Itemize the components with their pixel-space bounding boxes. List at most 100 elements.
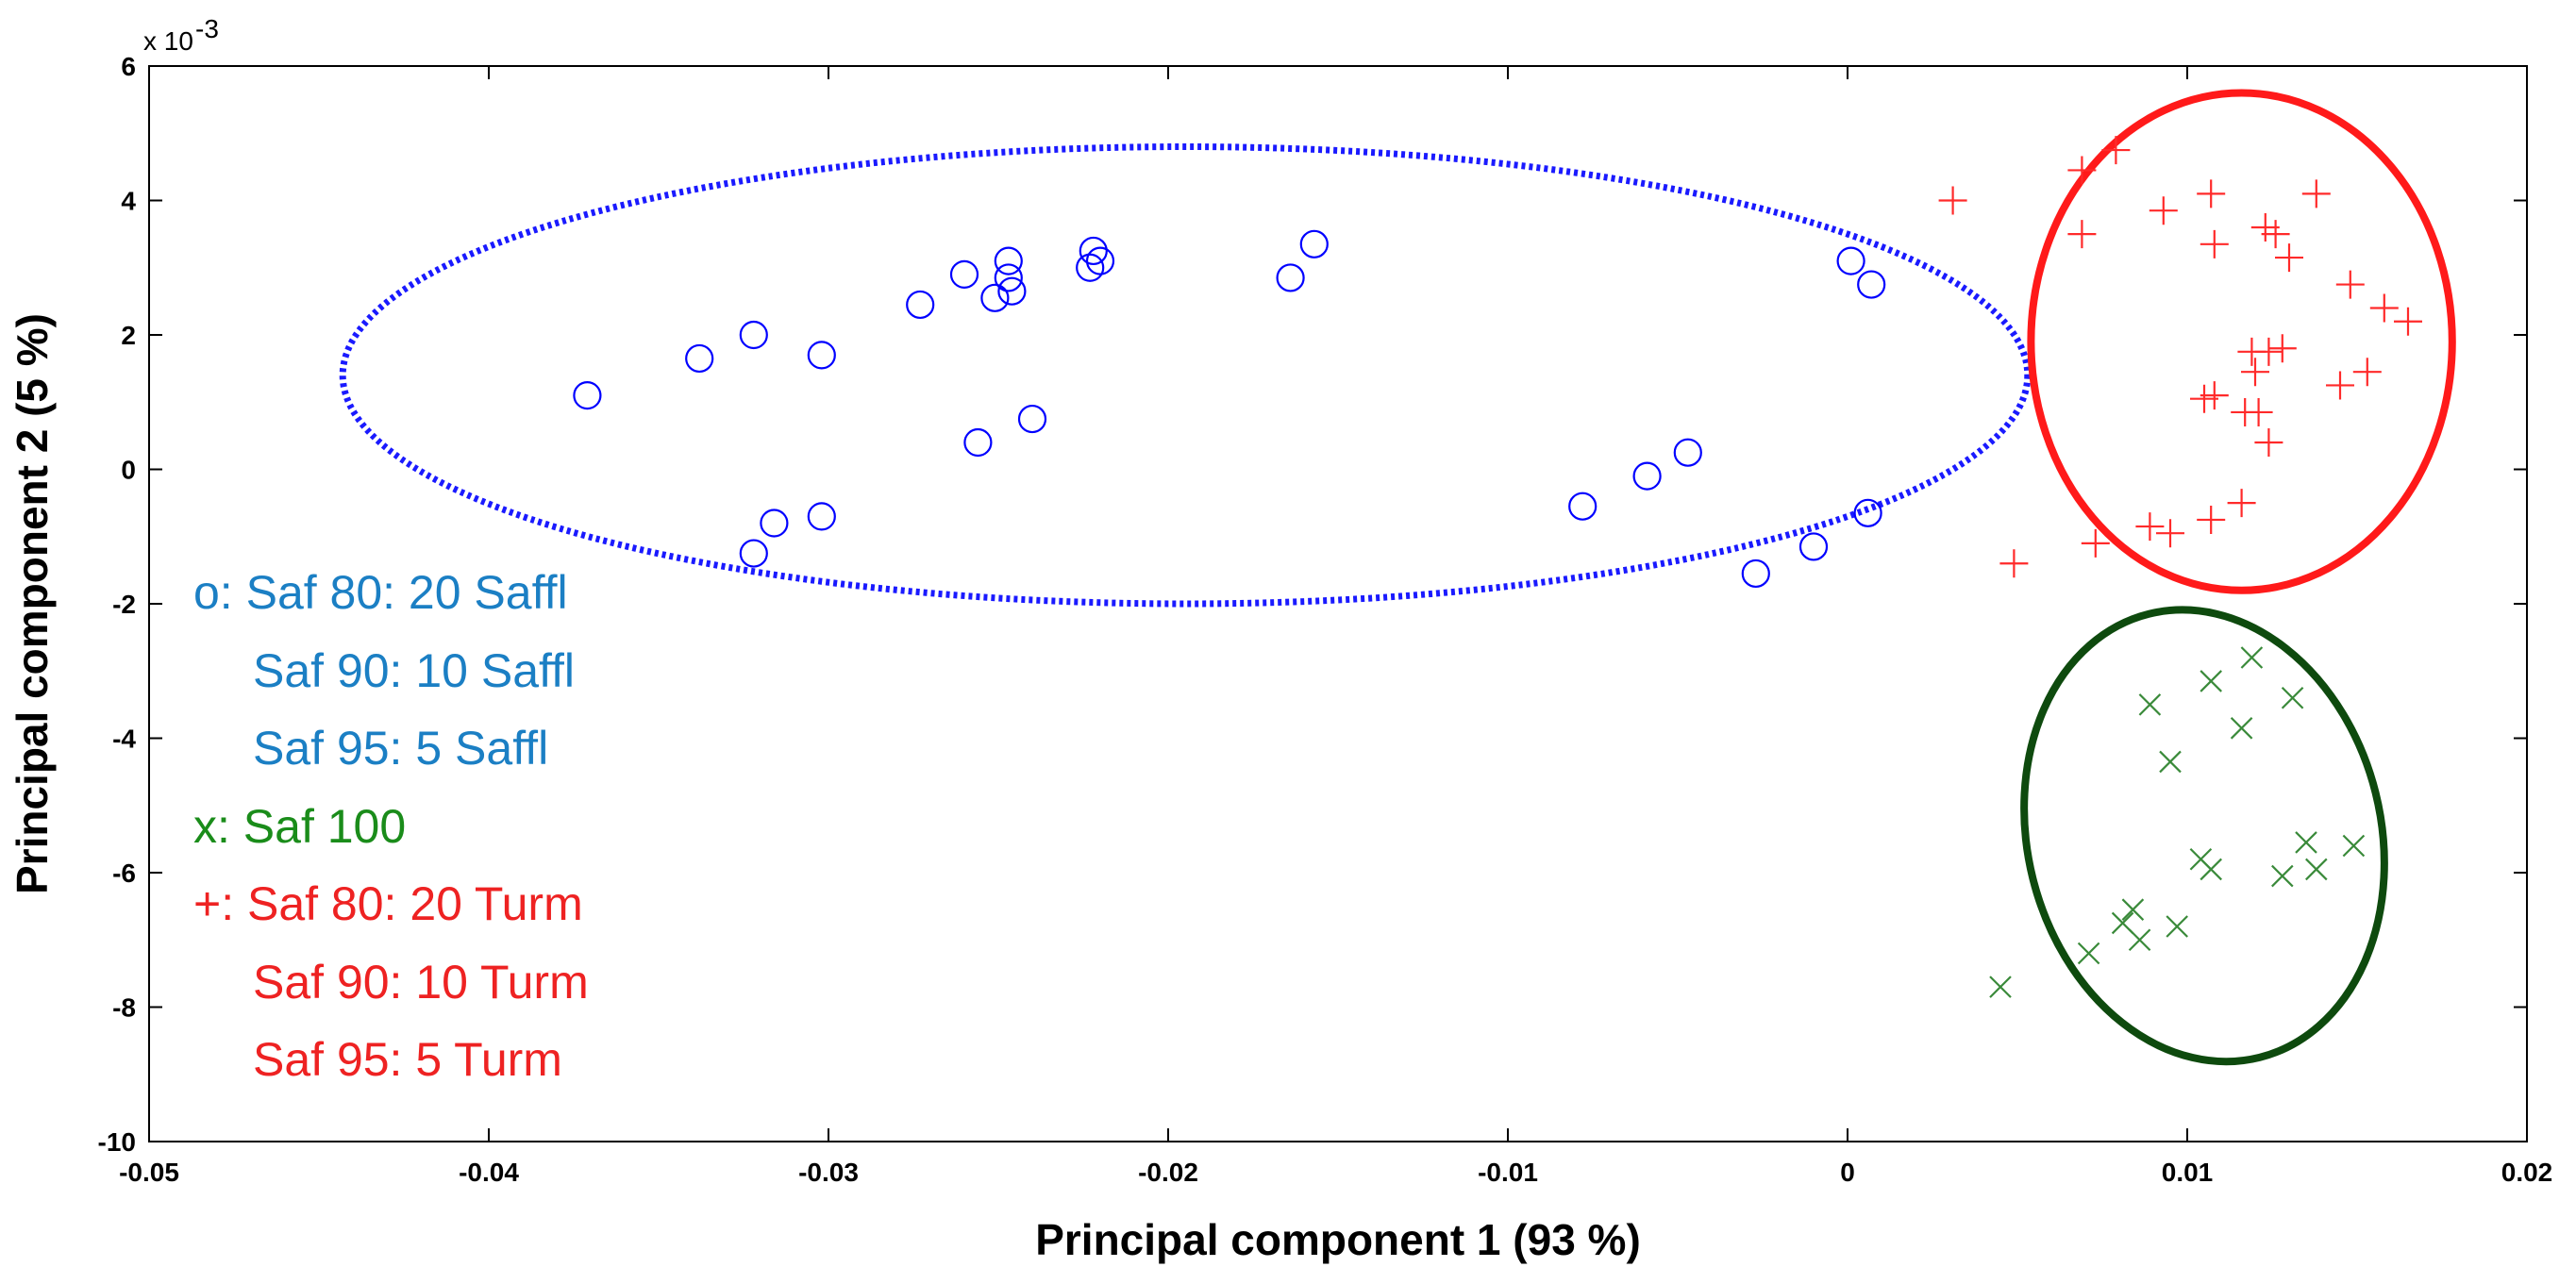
legend-line-2: Saf 90: 10 Saffl: [253, 644, 575, 697]
x-tick-label: 0.01: [2162, 1158, 2214, 1187]
data-point-plus: [2200, 381, 2229, 410]
cluster-ellipse-1: [339, 143, 2032, 608]
data-point-circle: [1857, 270, 1886, 299]
y-tick-label: -4: [112, 725, 136, 754]
legend-line-3: Saf 95: 5 Saffl: [253, 722, 548, 775]
x-tick-label: -0.03: [798, 1158, 859, 1187]
data-point-circle: [807, 341, 836, 370]
data-point-circle: [949, 259, 979, 289]
cluster-ellipse-3: [2020, 606, 2388, 1066]
y-tick-label: 4: [121, 187, 136, 216]
data-point-circle: [1568, 492, 1597, 521]
data-point-plus: [2267, 334, 2297, 363]
data-point-circle: [1673, 438, 1702, 467]
data-point-circle: [760, 509, 789, 538]
x-tick-label: -0.01: [1478, 1158, 1538, 1187]
data-point-plus: [2261, 220, 2290, 249]
data-point-plus: [2241, 358, 2269, 387]
data-point-plus: [1938, 186, 1967, 215]
data-point-cross: [2281, 686, 2304, 709]
data-point-circle: [906, 290, 935, 320]
y-tick-label: -10: [98, 1127, 136, 1157]
data-point-circle: [1017, 404, 1047, 434]
cluster-ellipse-2: [2027, 89, 2456, 594]
plot-frame: [148, 65, 2528, 1142]
data-point-plus: [2254, 337, 2283, 366]
legend: o: Saf 80: 20 Saffl Saf 90: 10 Saffl Saf…: [193, 566, 589, 1086]
y-scale-label: x 10: [143, 26, 193, 56]
data-point-plus: [2244, 397, 2273, 426]
data-point-plus: [2101, 136, 2131, 165]
data-point-cross: [1989, 976, 2012, 998]
x-axis-label: Principal component 1 (93 %): [1035, 1215, 1641, 1264]
x-tick-label: -0.04: [459, 1158, 519, 1187]
data-point-cross: [2159, 750, 2182, 774]
legend-line-7: Saf 95: 5 Turm: [253, 1033, 562, 1086]
data-point-plus: [2369, 293, 2399, 323]
data-point-cross: [2295, 831, 2317, 854]
data-point-cross: [2200, 858, 2222, 881]
y-tick-label: 6: [121, 52, 136, 81]
data-point-plus: [2275, 243, 2303, 273]
y-scale-exponent: -3: [195, 14, 219, 43]
data-point-plus: [2394, 307, 2422, 336]
axis-ticks: -0.05 -0.04 -0.03 -0.02 -0.01 0 0.01 0.02 -10 -8 -…: [98, 52, 2553, 1187]
legend-line-5: +: Saf 80: 20 Turm: [193, 877, 583, 930]
y-tick-label: -6: [112, 859, 136, 888]
data-point-plus: [2352, 358, 2382, 387]
data-point-circle: [1085, 246, 1115, 275]
data-point-circle: [739, 539, 768, 568]
data-point-circle: [1836, 246, 1865, 275]
cluster-ellipses: [339, 89, 2456, 1066]
y-tick-label: -8: [112, 993, 136, 1023]
data-point-plus: [2197, 179, 2226, 208]
x-tick-label: 0.02: [2501, 1158, 2553, 1187]
data-point-circle: [1798, 532, 1829, 561]
data-point-plus: [2067, 220, 2097, 249]
data-point-plus: [2227, 489, 2256, 518]
data-point-circle: [994, 263, 1023, 292]
data-point-circle: [980, 283, 1010, 312]
data-point-cross: [2166, 915, 2188, 938]
data-point-circle: [994, 246, 1023, 275]
data-point-cross: [2240, 646, 2264, 669]
data-point-circle: [573, 381, 602, 410]
data-points: [573, 136, 2422, 998]
data-point-plus: [2197, 505, 2226, 534]
y-axis-label: Principal component 2 (5 %): [8, 313, 57, 894]
data-point-plus: [1999, 549, 2029, 578]
data-point-cross: [2230, 717, 2253, 740]
data-point-plus: [2326, 371, 2354, 400]
data-point-plus: [2081, 528, 2110, 558]
data-point-circle: [1853, 498, 1882, 527]
legend-line-6: Saf 90: 10 Turm: [253, 956, 589, 1009]
data-point-circle: [1276, 263, 1305, 292]
data-point-plus: [2135, 512, 2165, 542]
data-point-circle: [1076, 253, 1105, 282]
data-point-plus: [2067, 156, 2097, 185]
legend-line-1: o: Saf 80: 20 Saffl: [193, 566, 568, 619]
data-point-circle: [1632, 461, 1662, 491]
x-tick-label: 0: [1840, 1158, 1855, 1187]
data-point-plus: [2156, 519, 2184, 548]
data-point-circle: [1079, 236, 1108, 266]
data-point-cross: [2271, 864, 2294, 888]
data-point-circle: [807, 502, 836, 531]
y-tick-label: 0: [121, 456, 136, 485]
data-point-cross: [2138, 693, 2162, 716]
data-point-circle: [685, 343, 714, 374]
data-point-plus: [2254, 428, 2283, 457]
data-point-plus: [2335, 270, 2365, 299]
data-point-circle: [997, 276, 1027, 306]
data-point-cross: [2200, 670, 2222, 692]
data-point-cross: [2077, 942, 2100, 965]
data-point-plus: [2200, 229, 2229, 258]
x-tick-label: -0.05: [119, 1158, 179, 1187]
data-point-cross: [2305, 858, 2328, 881]
data-point-plus: [2301, 179, 2331, 208]
data-point-circle: [1741, 559, 1770, 589]
data-point-cross: [2128, 928, 2151, 952]
legend-line-4: x: Saf 100: [193, 800, 406, 853]
y-tick-label: -2: [112, 590, 136, 619]
